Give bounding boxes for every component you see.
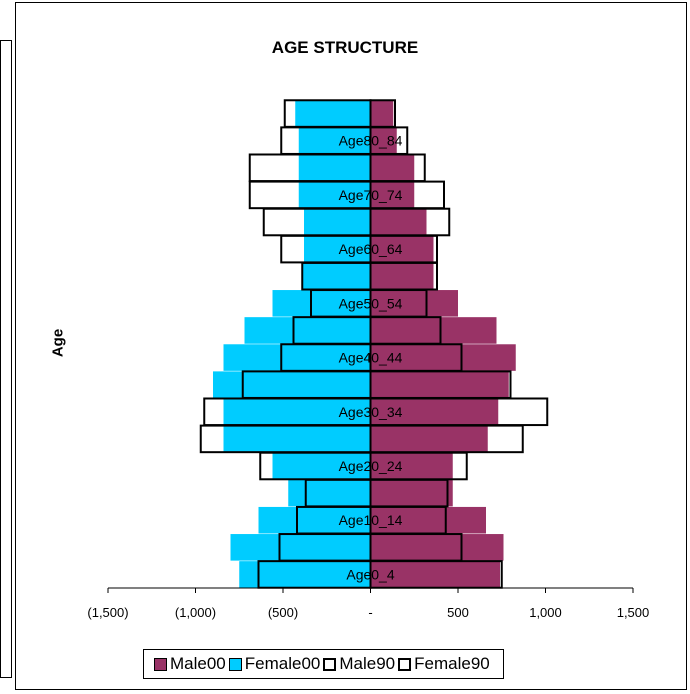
- bar-male00-age0_4: [370, 561, 500, 588]
- bar-female00-age45_49: [244, 317, 371, 344]
- bar-male00-age5_9: [370, 534, 504, 561]
- bar-female00-age30_34: [223, 398, 371, 426]
- category-label-age30_34: Age30_34: [339, 404, 403, 420]
- bar-male00-age40_44: [370, 344, 516, 371]
- bar-male00-age20_24: [370, 452, 453, 480]
- bar-male00-age35_39: [370, 371, 509, 398]
- category-label-age0_4: Age0_4: [346, 566, 394, 582]
- category-label-age80_84: Age80_84: [339, 133, 403, 149]
- bar-female00-age0_4: [239, 561, 371, 588]
- category-label-age10_14: Age10_14: [339, 512, 403, 528]
- x-tick-label: 1,000: [529, 605, 562, 620]
- category-label-age20_24: Age20_24: [339, 458, 403, 474]
- bar-female00-age15_19: [288, 479, 371, 507]
- bar-female00-age75_79: [298, 154, 371, 182]
- x-tick-label: -: [368, 605, 372, 620]
- bar-male00-age15_19: [370, 479, 453, 507]
- x-tick-label: (1,000): [175, 605, 216, 620]
- x-tick-label: (500): [268, 605, 298, 620]
- bar-male00-age45_49: [370, 317, 497, 344]
- x-tick-label: 1,500: [617, 605, 650, 620]
- bar-female00-age35_39: [213, 371, 371, 398]
- legend-label: Male00: [170, 654, 226, 673]
- legend-swatch: [323, 657, 337, 671]
- category-label-age50_54: Age50_54: [339, 295, 403, 311]
- x-tick-label: 500: [447, 605, 469, 620]
- legend-label: Female90: [414, 654, 490, 673]
- bar-female00-age60_64: [304, 235, 371, 263]
- category-label-age70_74: Age70_74: [339, 187, 403, 203]
- x-tick-label: (1,500): [87, 605, 128, 620]
- legend-label: Female00: [244, 654, 321, 673]
- bar-male00-age30_34: [370, 398, 499, 426]
- legend-item-female90: Female90: [398, 654, 490, 674]
- chart-legend: Male00 Female00 Male90 Female90: [143, 649, 504, 679]
- bar-female00-age50_54: [272, 290, 371, 317]
- legend-item-male00: Male00: [154, 654, 226, 674]
- bar-female00-age80_84: [298, 127, 371, 154]
- bar-male00-age80_84: [370, 127, 397, 154]
- legend-swatch: [228, 657, 242, 671]
- bar-male00-age55_59: [370, 262, 434, 290]
- left-panel-edge: [0, 40, 12, 678]
- bar-male00-age10_14: [370, 506, 486, 534]
- bar-male00-age70_74: [370, 181, 415, 209]
- legend-swatch: [154, 657, 167, 671]
- bar-male00-age75_79: [370, 154, 415, 182]
- legend-swatch: [398, 657, 412, 671]
- bar-male00-age25_29: [370, 425, 488, 453]
- bar-female00-age20_24: [272, 452, 371, 480]
- category-label-age40_44: Age40_44: [339, 350, 403, 366]
- bar-female00-age40_44: [223, 344, 371, 371]
- legend-item-female00: Female00: [228, 654, 321, 674]
- legend-label: Male90: [339, 654, 396, 673]
- bar-female00-age70_74: [298, 181, 371, 209]
- category-label-age60_64: Age60_64: [339, 241, 403, 257]
- bar-female00-age65_69: [304, 208, 371, 236]
- bar-female00-age25_29: [223, 425, 371, 453]
- bar-male00-age50_54: [370, 290, 458, 317]
- bar-male00-age60_64: [370, 235, 434, 263]
- bar-male00-age85_plus: [370, 100, 394, 127]
- bar-female00-age85_plus: [295, 100, 371, 127]
- chart-title: AGE STRUCTURE: [271, 38, 419, 57]
- bar-female00-age55_59: [302, 262, 371, 290]
- bar-male00-age65_69: [370, 208, 427, 236]
- bar-female00-age10_14: [258, 506, 371, 534]
- legend-item-male90: Male90: [323, 654, 395, 674]
- bar-female00-age5_9: [230, 534, 371, 561]
